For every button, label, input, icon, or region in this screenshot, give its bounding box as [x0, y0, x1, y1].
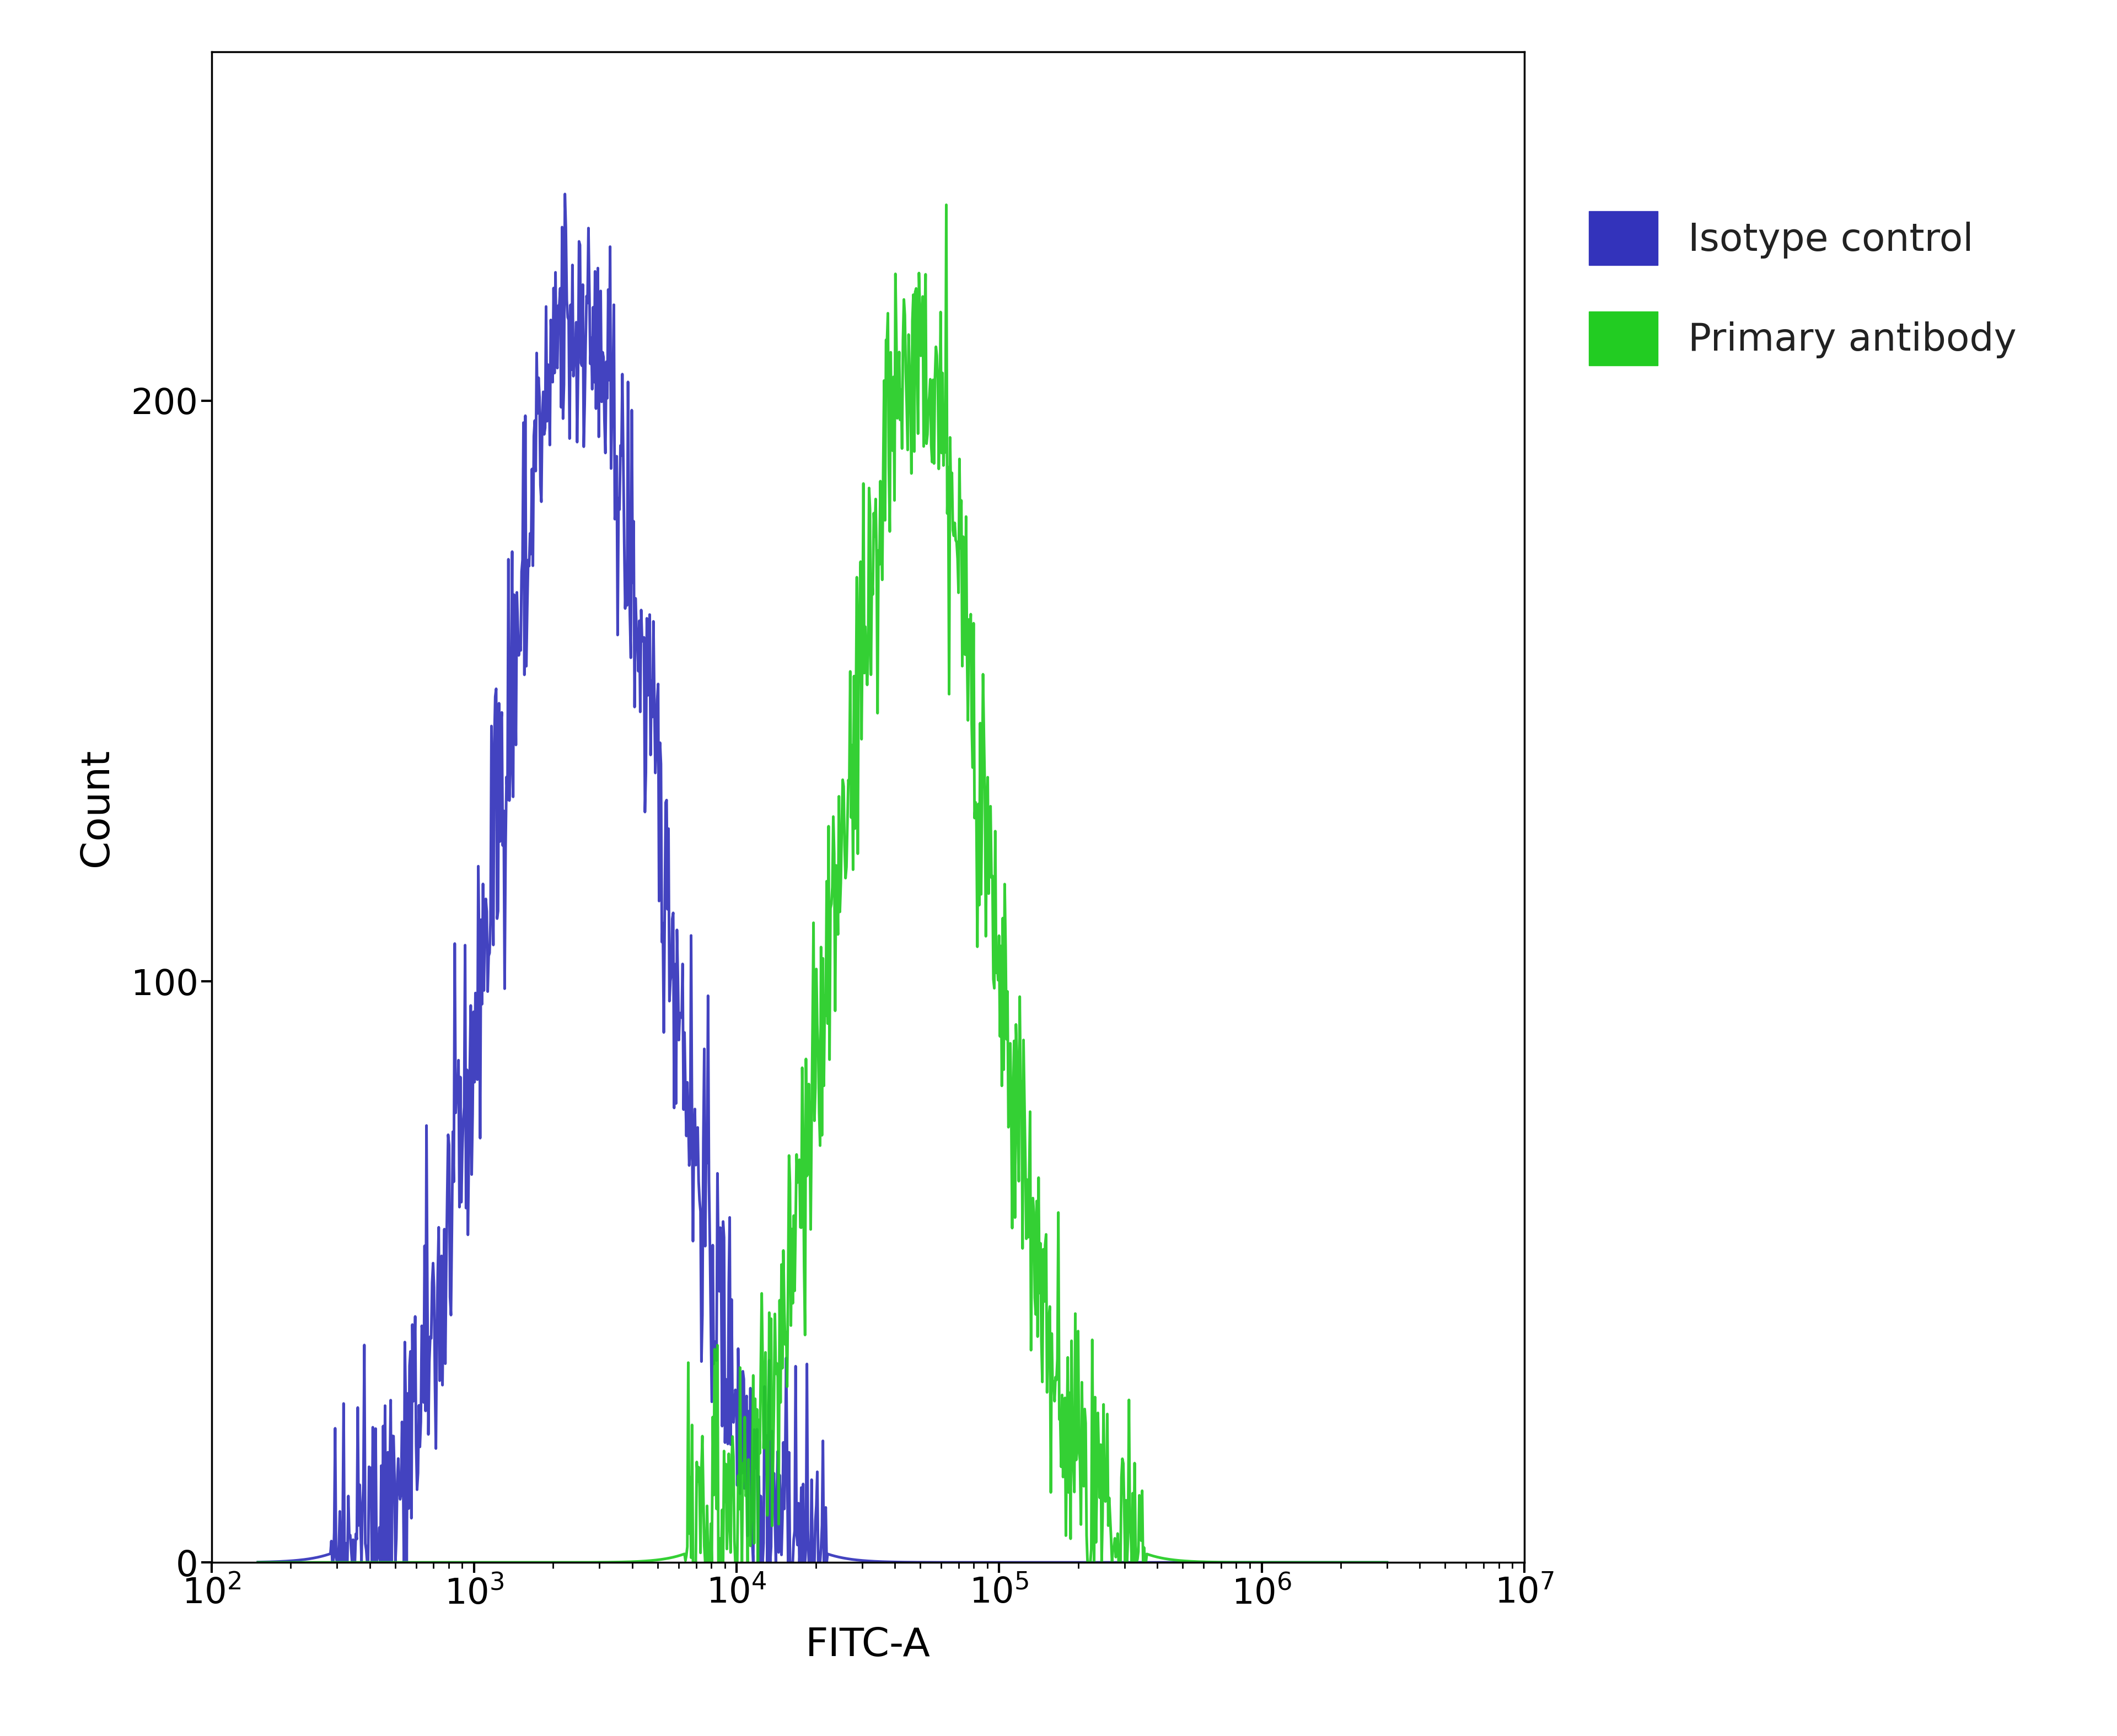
Legend: Isotype control, Primary antibody: Isotype control, Primary antibody [1569, 193, 2037, 385]
X-axis label: FITC-A: FITC-A [804, 1627, 931, 1665]
Y-axis label: Count: Count [78, 748, 116, 866]
